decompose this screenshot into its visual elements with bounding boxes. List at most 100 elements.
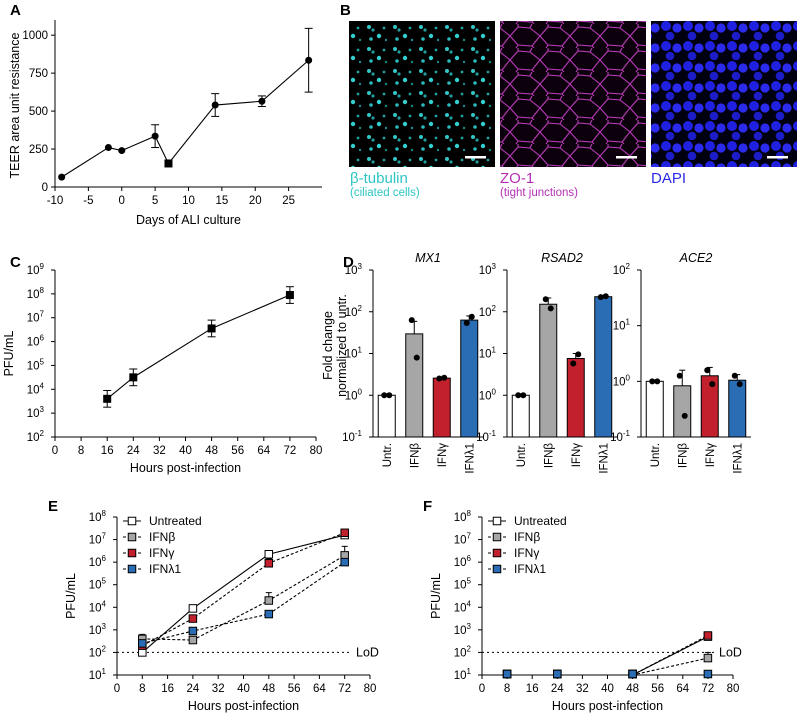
y-tick-label: 107 bbox=[454, 532, 472, 547]
bar bbox=[511, 394, 530, 438]
tick-exponent: 3 bbox=[102, 622, 107, 631]
tick-exponent: -1 bbox=[623, 429, 631, 438]
y-tick-label: 109 bbox=[27, 262, 45, 277]
y-tick-label: 107 bbox=[89, 532, 107, 547]
data-point bbox=[492, 548, 502, 558]
tick-exponent: 8 bbox=[467, 509, 472, 518]
x-tick-label: 64 bbox=[676, 683, 689, 695]
tick-exponent: 7 bbox=[102, 532, 107, 541]
x-tick-label: 8 bbox=[139, 683, 145, 695]
data-point bbox=[104, 144, 112, 152]
data-point bbox=[654, 378, 661, 385]
y-tick-label: 101 bbox=[479, 346, 497, 361]
bar bbox=[673, 385, 692, 438]
tick-base: 10 bbox=[479, 349, 492, 361]
y-tick-label: 104 bbox=[89, 599, 107, 614]
y-tick-label: 101 bbox=[454, 667, 472, 682]
data-point bbox=[188, 604, 198, 613]
x-tick-label: 48 bbox=[262, 683, 275, 695]
series-line-2 bbox=[507, 635, 709, 676]
tick-base: 10 bbox=[476, 432, 489, 444]
tick-base: 10 bbox=[454, 535, 467, 547]
x-tick-label: 16 bbox=[101, 445, 114, 457]
x-tick-label: 0 bbox=[114, 683, 120, 695]
tick-exponent: -1 bbox=[355, 429, 363, 438]
y-axis-label: PFU/mL bbox=[64, 573, 78, 619]
tick-exponent: 4 bbox=[102, 599, 107, 608]
chart-e: 0 8 16 24 32 40 48 56 64 72 8010110210310410510610… bbox=[64, 509, 379, 713]
tick-exponent: 5 bbox=[467, 577, 472, 586]
tick-base: 10 bbox=[27, 337, 40, 349]
x-tick-label: 72 bbox=[702, 683, 715, 695]
y-tick-label: 102 bbox=[27, 429, 45, 444]
data-point bbox=[264, 549, 274, 559]
data-point bbox=[731, 372, 738, 379]
x-tick-label: 5 bbox=[152, 195, 158, 207]
data-point bbox=[628, 669, 637, 679]
y-tick-label: 105 bbox=[89, 577, 107, 592]
subplot-title: MX1 bbox=[415, 251, 441, 265]
x-tick-label: Untr. bbox=[382, 443, 394, 467]
subplot-title: RSAD2 bbox=[541, 251, 583, 265]
data-point bbox=[570, 360, 577, 367]
y-tick-label: 103 bbox=[345, 262, 363, 277]
tick-exponent: 3 bbox=[358, 262, 363, 271]
tick-base: 10 bbox=[89, 580, 102, 592]
x-tick-label: 0 bbox=[52, 445, 58, 457]
tick-exponent: 3 bbox=[40, 405, 45, 414]
tick-exponent: 3 bbox=[492, 262, 497, 271]
legend-label: IFNλ1 bbox=[149, 562, 181, 576]
data-point bbox=[188, 635, 198, 645]
x-tick-label: 80 bbox=[727, 683, 740, 695]
tick-base: 10 bbox=[342, 432, 355, 444]
series-line-0 bbox=[507, 636, 709, 676]
data-point bbox=[492, 564, 502, 574]
panel-label-e: E bbox=[48, 498, 58, 515]
x-tick-label: IFNγ bbox=[705, 443, 717, 468]
y-axis-label: TEER area unit resistance bbox=[8, 33, 22, 179]
panel-b-micrographs: β-tubulin (ciliated cells) ZO-1 (tight j… bbox=[349, 21, 797, 199]
tick-exponent: 2 bbox=[626, 262, 631, 271]
bar bbox=[405, 333, 424, 438]
x-tick-label: IFNλ1 bbox=[732, 443, 744, 474]
x-tick-label: IFNβ bbox=[543, 443, 555, 469]
panel-label-f: F bbox=[423, 498, 432, 515]
x-tick-label: 20 bbox=[249, 195, 262, 207]
data-point bbox=[264, 609, 274, 619]
x-tick-label: 24 bbox=[187, 683, 200, 695]
tick-base: 10 bbox=[27, 360, 40, 372]
tick-exponent: 6 bbox=[467, 554, 472, 563]
y-tick-label: 108 bbox=[89, 509, 107, 524]
tick-base: 10 bbox=[345, 307, 358, 319]
bar bbox=[594, 296, 613, 438]
data-point bbox=[681, 412, 688, 419]
data-point bbox=[381, 392, 388, 399]
series-line-0 bbox=[141, 534, 345, 653]
bar bbox=[539, 303, 558, 438]
y-axis-label: PFU/mL bbox=[429, 573, 443, 619]
tick-base: 10 bbox=[613, 265, 626, 277]
tick-base: 10 bbox=[89, 535, 102, 547]
data-point bbox=[127, 532, 137, 542]
y-axis-label: normalized to untr. bbox=[335, 294, 349, 397]
tick-exponent: 6 bbox=[102, 554, 107, 563]
series-line-2 bbox=[142, 532, 345, 647]
x-tick-label: 10 bbox=[182, 195, 195, 207]
x-tick-label: 8 bbox=[504, 683, 510, 695]
data-point bbox=[736, 381, 743, 388]
series-line bbox=[61, 59, 310, 178]
data-point bbox=[386, 392, 393, 399]
x-tick-label: -5 bbox=[83, 195, 93, 207]
x-tick-label: 72 bbox=[338, 683, 351, 695]
tick-exponent: 5 bbox=[40, 357, 45, 366]
x-tick-label: IFNβ bbox=[409, 443, 421, 469]
tick-exponent: 2 bbox=[358, 304, 363, 313]
tick-base: 10 bbox=[479, 390, 492, 402]
y-tick-label: 100 bbox=[479, 387, 497, 402]
tick-base: 10 bbox=[89, 647, 102, 659]
bar bbox=[645, 380, 664, 438]
x-tick-label: 48 bbox=[626, 683, 639, 695]
